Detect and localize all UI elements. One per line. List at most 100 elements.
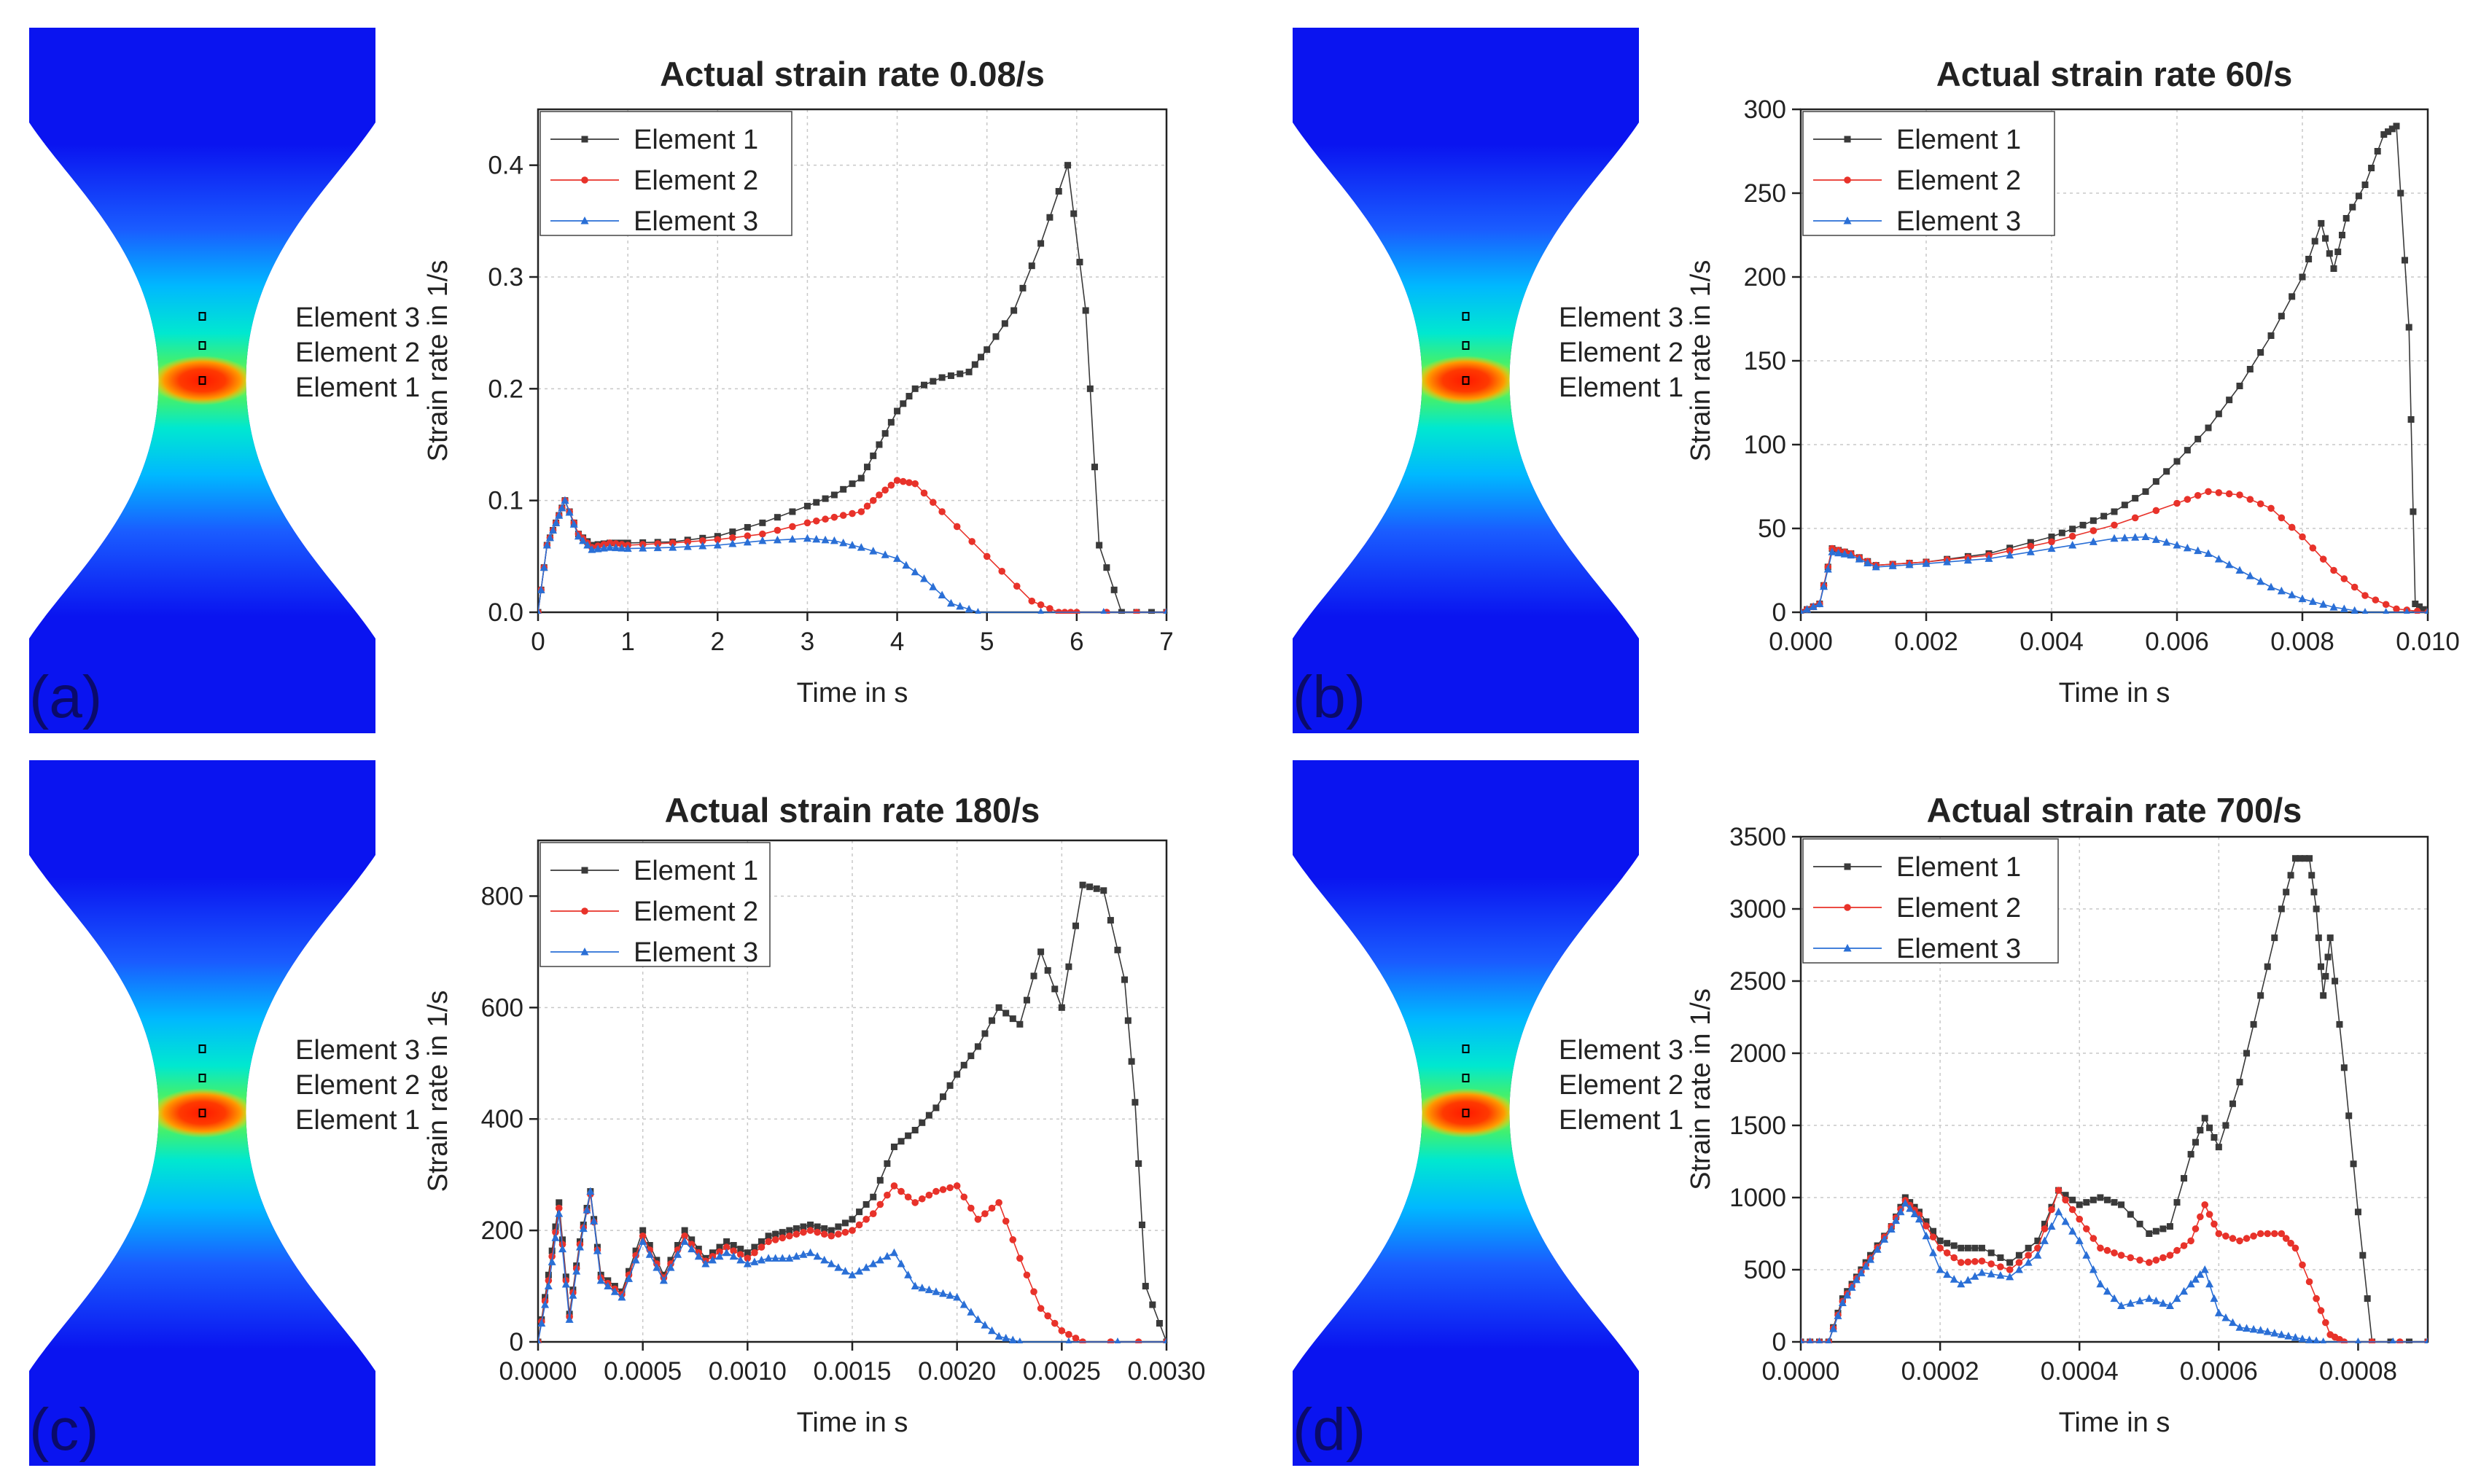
- data-point: [2184, 496, 2192, 503]
- legend-label: Element 2: [634, 897, 758, 927]
- data-point: [2350, 1160, 2357, 1168]
- legend-box: [1802, 838, 2059, 964]
- data-point: [1963, 1276, 1972, 1284]
- data-point: [2089, 517, 2097, 524]
- data-point: [2183, 543, 2192, 552]
- data-point: [2334, 249, 2342, 255]
- data-point: [1037, 948, 1045, 956]
- data-point: [681, 1227, 688, 1234]
- x-tick-label: 0.0005: [604, 1357, 682, 1386]
- data-point: [939, 1186, 947, 1193]
- y-tick-label: 1000: [1729, 1184, 1786, 1212]
- data-point: [876, 441, 883, 448]
- data-point: [940, 1093, 947, 1101]
- data-point: [890, 1182, 898, 1190]
- specimen-label-3: Element 3: [295, 1035, 420, 1066]
- data-point: [2025, 1244, 2032, 1251]
- data-point: [1820, 582, 1828, 590]
- data-point: [2132, 495, 2139, 502]
- data-point: [1121, 976, 1129, 983]
- data-point: [800, 1228, 807, 1236]
- data-point: [618, 1292, 626, 1301]
- element-marker-3: [1462, 1044, 1470, 1053]
- data-point: [2305, 255, 2313, 262]
- data-point: [2191, 1275, 2200, 1283]
- data-point: [729, 1251, 738, 1260]
- data-point: [1086, 385, 1094, 392]
- data-point: [694, 1251, 703, 1260]
- data-point: [612, 543, 620, 552]
- data-point: [869, 496, 877, 504]
- legend-marker: [581, 867, 588, 874]
- data-point: [653, 1263, 661, 1271]
- legend-label: Element 2: [634, 165, 758, 196]
- data-point: [930, 499, 937, 507]
- data-point: [1100, 887, 1107, 894]
- data-point: [925, 1112, 932, 1119]
- data-point: [1002, 1217, 1010, 1225]
- data-point: [1801, 608, 1804, 614]
- panel-letter: (b): [1293, 664, 1366, 730]
- data-point: [2126, 1299, 2135, 1307]
- data-point: [1936, 1265, 1944, 1273]
- y-axis-label: Strain rate in 1/s: [1686, 988, 1716, 1190]
- legend-label: Element 2: [1896, 893, 2021, 923]
- y-tick-label: 500: [1744, 1256, 1786, 1284]
- data-point: [680, 1237, 689, 1245]
- data-point: [701, 1259, 710, 1268]
- data-point: [1076, 259, 1083, 266]
- data-point: [1950, 1275, 1958, 1283]
- data-point: [1110, 586, 1118, 593]
- data-point: [893, 554, 902, 562]
- data-point: [744, 532, 752, 540]
- data-point: [2006, 1272, 2014, 1281]
- data-point: [575, 1243, 584, 1251]
- data-point: [548, 1247, 556, 1254]
- x-tick-label: 0.0020: [918, 1357, 996, 1386]
- data-point: [2040, 1236, 2049, 1244]
- data-point: [827, 1227, 835, 1234]
- data-point: [841, 1228, 849, 1236]
- data-point: [921, 381, 928, 388]
- charts: 0 1 2 3 4 5 6 7 0.0 0.1 0.2 0.3 0.4 Actual strain rat…: [423, 55, 2460, 1438]
- data-point: [2173, 499, 2181, 507]
- data-point: [785, 1254, 794, 1262]
- series-3: [1801, 532, 2428, 614]
- data-point: [1114, 1337, 1121, 1343]
- y-tick-label: 0: [1772, 598, 1786, 627]
- y-tick-label: 0.3: [488, 263, 523, 292]
- data-point: [2282, 1235, 2290, 1242]
- plot-area: [538, 162, 1167, 614]
- data-point: [897, 1259, 905, 1268]
- data-point: [911, 1281, 919, 1290]
- data-point: [995, 1004, 1002, 1011]
- data-point: [2243, 1235, 2251, 1242]
- data-point: [1922, 1231, 1931, 1240]
- specimen-label-3: Element 3: [295, 302, 420, 333]
- data-point: [2205, 488, 2212, 496]
- data-point: [541, 1300, 550, 1308]
- data-point: [1044, 966, 1051, 974]
- data-point: [1963, 555, 1972, 564]
- data-point: [939, 1289, 948, 1297]
- plot-area: [1801, 855, 2428, 1343]
- data-point: [786, 1232, 793, 1240]
- data-point: [2228, 1318, 2237, 1327]
- data-point: [626, 1268, 633, 1275]
- data-point: [2256, 1230, 2264, 1238]
- data-point: [834, 1263, 843, 1271]
- data-point: [974, 1043, 981, 1050]
- data-point: [555, 1204, 563, 1212]
- chart-2: 0.000 0.002 0.004 0.006 0.008 0.010 0 50 100 150 2…: [1686, 55, 2460, 708]
- data-point: [1978, 1244, 1985, 1251]
- data-point: [1997, 1263, 2004, 1270]
- specimen-label-2: Element 2: [295, 337, 420, 368]
- x-tick-label: 0.0030: [1127, 1357, 1205, 1386]
- legend-marker: [1844, 176, 1851, 184]
- data-point: [2068, 1206, 2076, 1214]
- data-point: [988, 1204, 996, 1212]
- data-point: [2127, 1254, 2135, 1262]
- data-point: [764, 1254, 773, 1262]
- data-point: [960, 1061, 967, 1069]
- data-point: [971, 361, 978, 368]
